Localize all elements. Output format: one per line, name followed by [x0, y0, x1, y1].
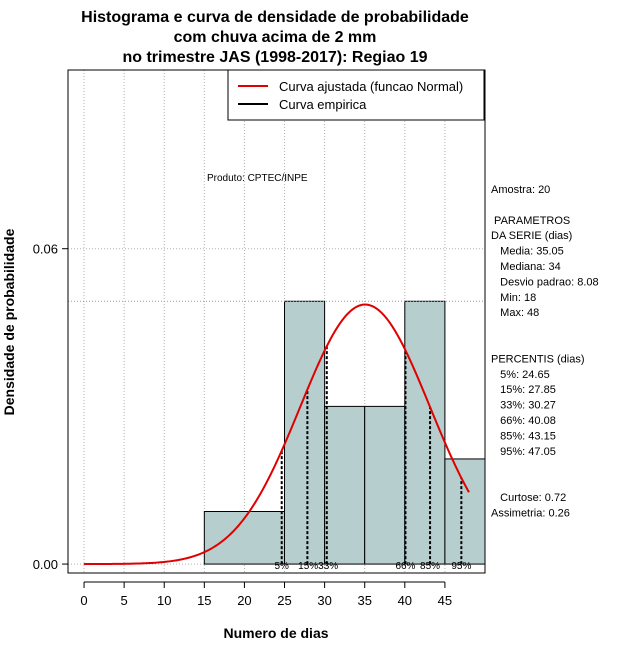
stats-line: 66%: 40.08 — [491, 415, 556, 427]
stats-line: 85%: 43.15 — [491, 430, 556, 442]
title-line: com chuva acima de 2 mm — [174, 29, 377, 46]
x-tick-label: 40 — [398, 593, 412, 608]
stats-panel: Amostra: 20 PARAMETROS DA SERIE (dias) Me… — [491, 184, 599, 519]
histogram-bar — [203, 511, 286, 565]
histogram-bars — [203, 300, 486, 565]
stats-line: 15%: 27.85 — [491, 384, 556, 396]
x-tick-label: 5 — [121, 593, 128, 608]
x-tick-label: 15 — [197, 593, 211, 608]
stats-line: Curtose: 0.72 — [491, 492, 566, 504]
x-tick-label: 30 — [317, 593, 331, 608]
stats-line: 95%: 47.05 — [491, 446, 556, 458]
stats-line: PARAMETROS — [491, 215, 570, 227]
x-axis-label: Numero de dias — [223, 625, 328, 641]
histogram-bar — [444, 458, 486, 565]
histogram-bar — [324, 405, 366, 565]
y-tick-label: 0.06 — [33, 242, 58, 257]
normal-curve — [84, 303, 470, 566]
percentile-label: 95% — [451, 561, 471, 572]
histogram-bar — [364, 405, 406, 565]
percentile-labels: 5% 15%33% 66% 85% 95% — [274, 561, 471, 572]
x-tick-label: 35 — [357, 593, 371, 608]
x-tick-label: 20 — [237, 593, 251, 608]
stats-line: 5%: 24.65 — [491, 369, 550, 381]
percentile-lines — [280, 346, 463, 565]
stats-line: Amostra: 20 — [491, 184, 550, 196]
percentile-label: 66% — [395, 561, 415, 572]
legend: Curva ajustada (funcao Normal) Curva empi… — [227, 69, 485, 121]
legend-box — [227, 69, 485, 121]
histogram-bar — [404, 300, 446, 565]
normal-curve-path — [84, 303, 470, 566]
percentile-label: 15%33% — [298, 561, 338, 572]
y-tick-label: 0.00 — [33, 557, 58, 572]
stats-line: DA SERIE (dias) — [491, 230, 572, 242]
stats-line: Assimetria: 0.26 — [491, 507, 570, 519]
histogram-bar — [284, 300, 326, 565]
x-tick-label: 10 — [157, 593, 171, 608]
product-annotation: Produto: CPTEC/INPE — [207, 173, 308, 184]
x-tick-label: 0 — [80, 593, 87, 608]
stats-line: Media: 35.05 — [491, 246, 564, 258]
stats-line: Mediana: 34 — [491, 261, 561, 273]
legend-label: Curva ajustada (funcao Normal) — [279, 79, 463, 94]
stats-line: 33%: 30.27 — [491, 400, 556, 412]
x-tick-label: 45 — [438, 593, 452, 608]
chart-title: Histograma e curva de densidade de proba… — [81, 9, 469, 66]
y-axis-label: Densidade de probabilidade — [1, 228, 17, 415]
stats-line: Min: 18 — [491, 292, 536, 304]
title-line: Histograma e curva de densidade de proba… — [81, 9, 469, 26]
stats-line: Desvio padrao: 8.08 — [491, 276, 599, 288]
percentile-label: 5% — [274, 561, 289, 572]
x-tick-label: 25 — [277, 593, 291, 608]
title-line: no trimestre JAS (1998-2017): Regiao 19 — [122, 49, 427, 66]
x-axis: 0 5 10 15 20 25 30 35 40 45 — [80, 581, 452, 608]
stats-line: PERCENTIS (dias) — [491, 353, 585, 365]
percentile-label: 85% — [420, 561, 440, 572]
y-axis: 0.00 0.06 — [33, 242, 69, 572]
stats-line: Max: 48 — [491, 307, 539, 319]
legend-label: Curva empirica — [279, 97, 367, 112]
